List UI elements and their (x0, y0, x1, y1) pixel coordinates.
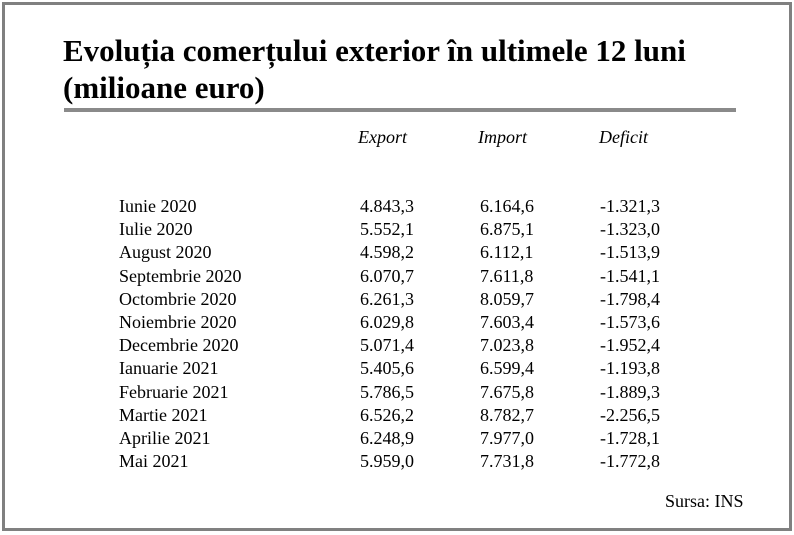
import-cell: 6.112,1 (480, 242, 534, 263)
month-cell: August 2020 (119, 242, 212, 263)
export-cell: 5.786,5 (360, 381, 414, 402)
table-row: Octombrie 2020 6.261,3 8.059,7 -1.798,4 (5, 288, 785, 311)
column-header-import: Import (478, 127, 527, 147)
column-header-deficit: Deficit (599, 127, 648, 147)
import-cell: 7.023,8 (480, 335, 534, 356)
deficit-cell: -1.573,6 (600, 311, 660, 332)
deficit-cell: -1.889,3 (600, 381, 660, 402)
trade-table-body: Iunie 2020 4.843,3 6.164,6 -1.321,3 Iuli… (5, 195, 785, 473)
table-row: Mai 2021 5.959,0 7.731,8 -1.772,8 (5, 450, 785, 473)
deficit-cell: -1.193,8 (600, 358, 660, 379)
import-cell: 7.731,8 (480, 451, 534, 472)
month-cell: Decembrie 2020 (119, 335, 239, 356)
export-cell: 5.405,6 (360, 358, 414, 379)
export-cell: 6.261,3 (360, 288, 414, 309)
page-title: Evoluția comerțului exterior în ultimele… (63, 32, 763, 106)
import-cell: 7.977,0 (480, 427, 534, 448)
table-row: August 2020 4.598,2 6.112,1 -1.513,9 (5, 241, 785, 264)
import-cell: 8.782,7 (480, 404, 534, 425)
export-cell: 4.843,3 (360, 196, 414, 216)
month-cell: Ianuarie 2021 (119, 358, 219, 379)
table-row: Decembrie 2020 5.071,4 7.023,8 -1.952,4 (5, 334, 785, 357)
deficit-cell: -2.256,5 (600, 404, 660, 425)
month-cell: Februarie 2021 (119, 381, 229, 402)
table-row: Noiembrie 2020 6.029,8 7.603,4 -1.573,6 (5, 311, 785, 334)
column-header-export: Export (358, 127, 407, 147)
export-cell: 6.526,2 (360, 404, 414, 425)
table-row: Septembrie 2020 6.070,7 7.611,8 -1.541,1 (5, 265, 785, 288)
deficit-cell: -1.513,9 (600, 242, 660, 263)
export-cell: 5.071,4 (360, 335, 414, 356)
month-cell: Noiembrie 2020 (119, 311, 237, 332)
import-cell: 6.164,6 (480, 196, 534, 216)
import-cell: 7.675,8 (480, 381, 534, 402)
table-row: Ianuarie 2021 5.405,6 6.599,4 -1.193,8 (5, 357, 785, 380)
deficit-cell: -1.728,1 (600, 427, 660, 448)
month-cell: Iulie 2020 (119, 219, 193, 240)
title-divider (64, 108, 736, 112)
month-cell: Martie 2021 (119, 404, 208, 425)
import-cell: 7.603,4 (480, 311, 534, 332)
deficit-cell: -1.321,3 (600, 196, 660, 216)
month-cell: Mai 2021 (119, 451, 189, 472)
deficit-cell: -1.323,0 (600, 219, 660, 240)
import-cell: 6.599,4 (480, 358, 534, 379)
export-cell: 6.029,8 (360, 311, 414, 332)
import-cell: 6.875,1 (480, 219, 534, 240)
table-row: Martie 2021 6.526,2 8.782,7 -2.256,5 (5, 404, 785, 427)
month-cell: Octombrie 2020 (119, 288, 237, 309)
table-row: Iunie 2020 4.843,3 6.164,6 -1.321,3 (5, 195, 785, 218)
month-cell: Iunie 2020 (119, 196, 197, 216)
deficit-cell: -1.541,1 (600, 265, 660, 286)
deficit-cell: -1.798,4 (600, 288, 660, 309)
export-cell: 5.959,0 (360, 451, 414, 472)
month-cell: Septembrie 2020 (119, 265, 242, 286)
deficit-cell: -1.952,4 (600, 335, 660, 356)
import-cell: 8.059,7 (480, 288, 534, 309)
export-cell: 6.070,7 (360, 265, 414, 286)
table-row: Iulie 2020 5.552,1 6.875,1 -1.323,0 (5, 218, 785, 241)
title-line-1: Evoluția comerțului exterior în ultimele… (63, 33, 686, 68)
title-line-2: (milioane euro) (63, 70, 265, 105)
table-row: Februarie 2021 5.786,5 7.675,8 -1.889,3 (5, 381, 785, 404)
source-note: Sursa: INS (665, 491, 744, 511)
export-cell: 4.598,2 (360, 242, 414, 263)
export-cell: 6.248,9 (360, 427, 414, 448)
import-cell: 7.611,8 (480, 265, 534, 286)
export-cell: 5.552,1 (360, 219, 414, 240)
month-cell: Aprilie 2021 (119, 427, 211, 448)
deficit-cell: -1.772,8 (600, 451, 660, 472)
table-row: Aprilie 2021 6.248,9 7.977,0 -1.728,1 (5, 427, 785, 450)
